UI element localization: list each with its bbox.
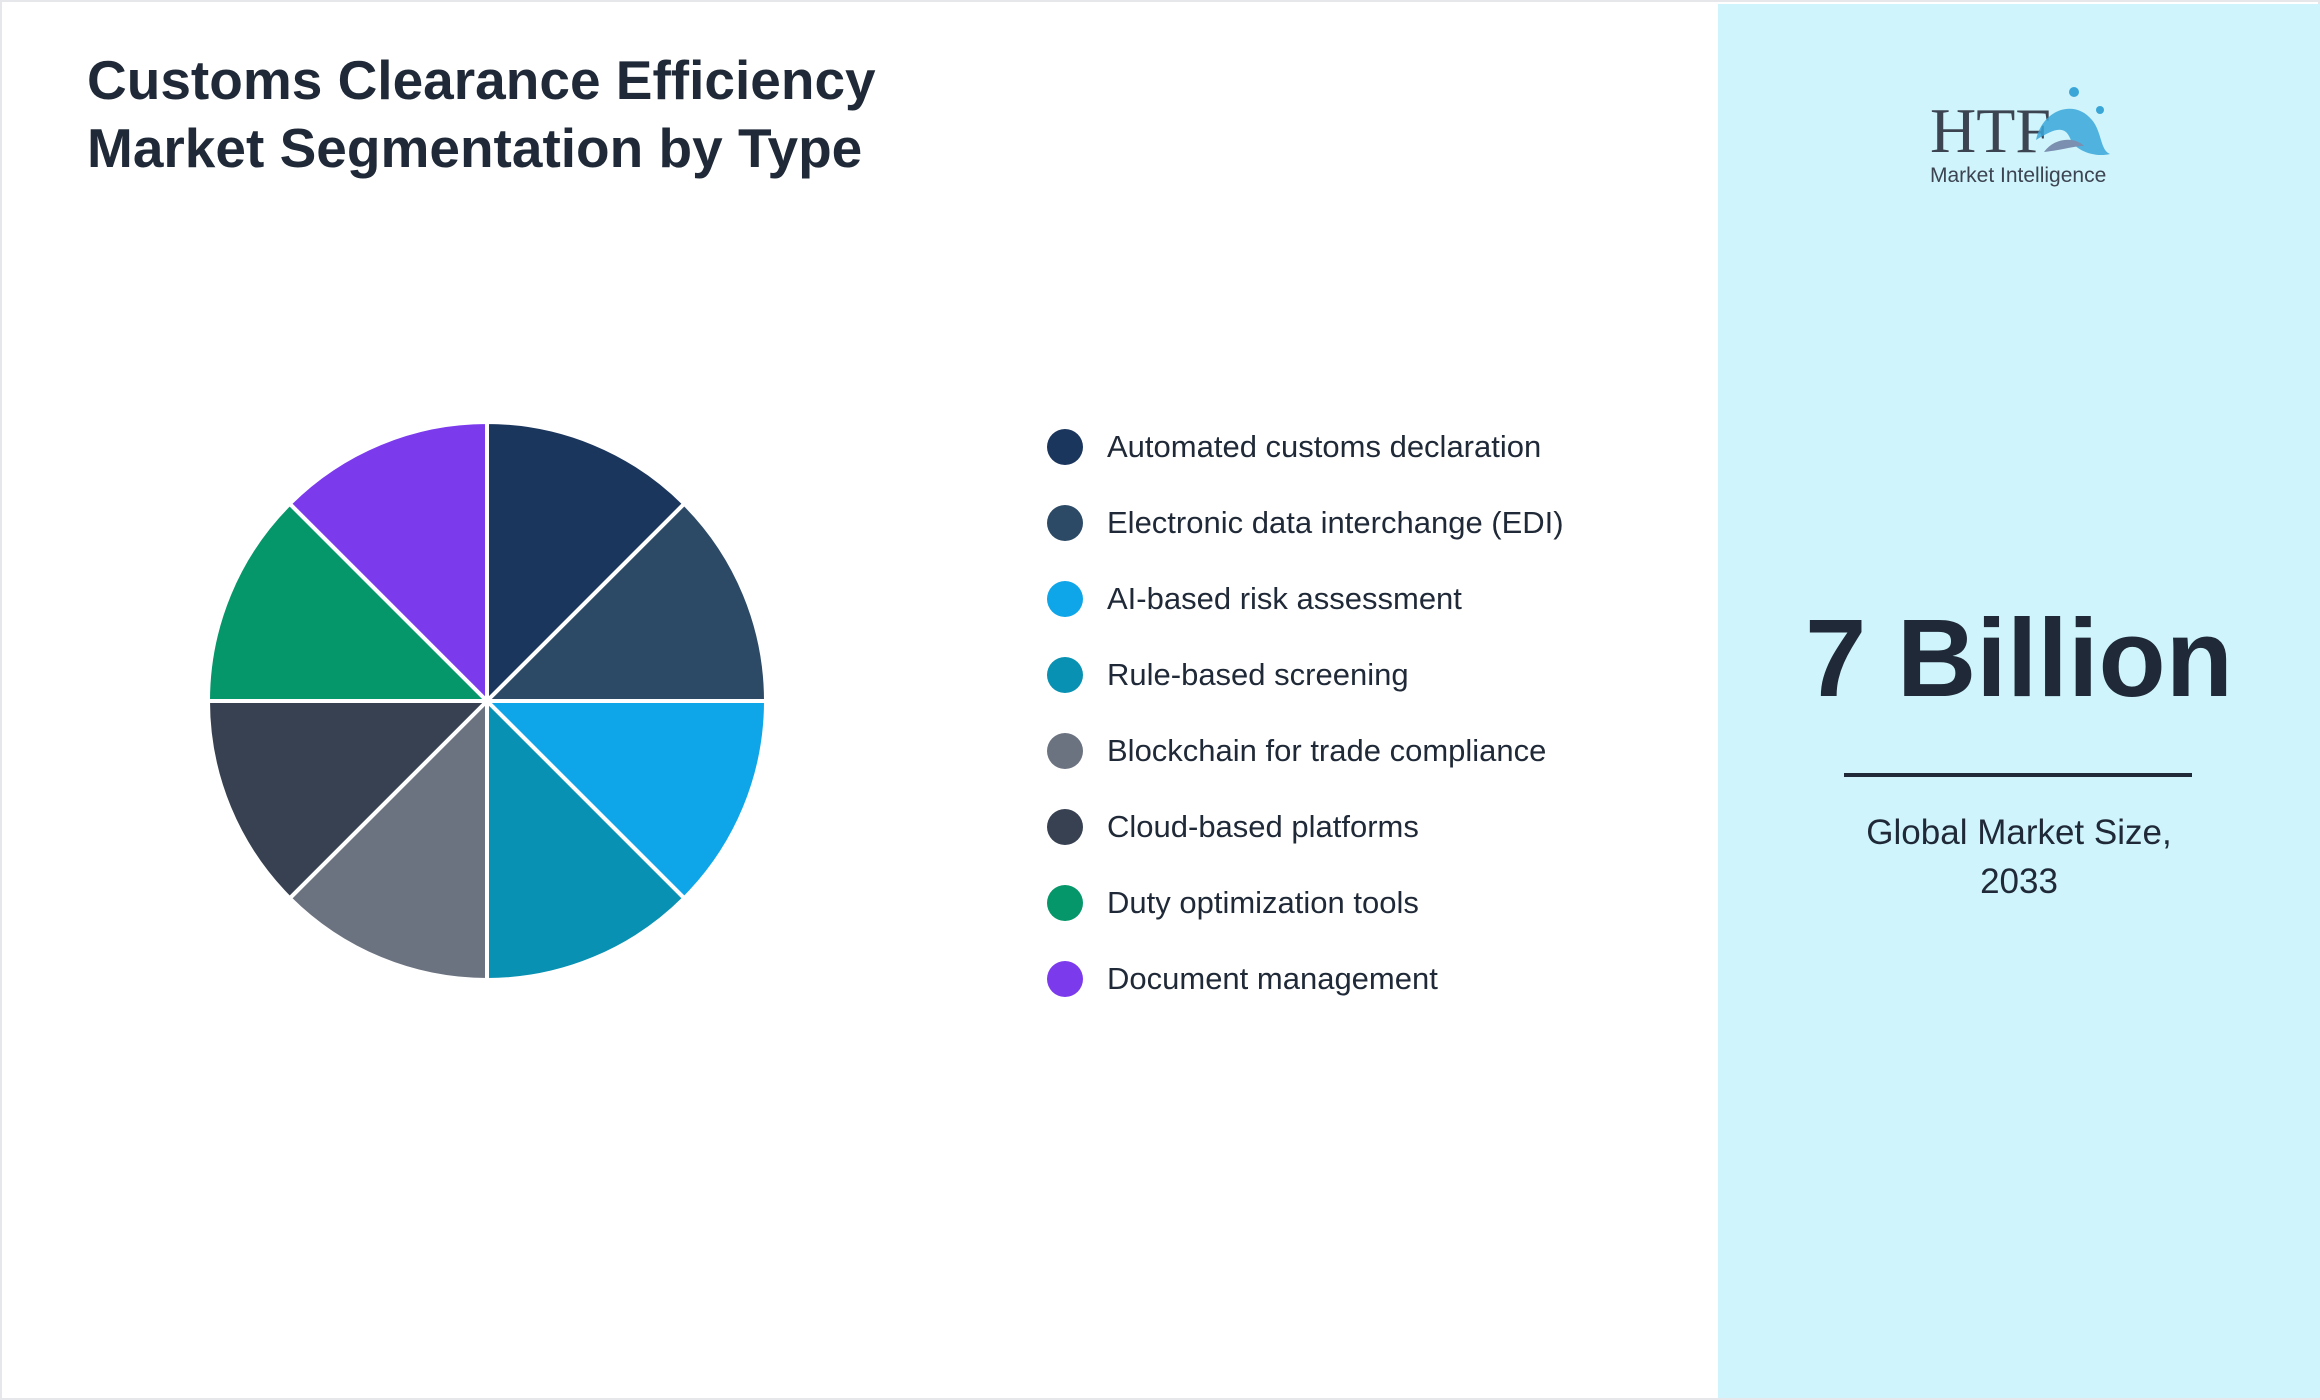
legend-item: Blockchain for trade compliance	[1047, 713, 1564, 789]
legend-label: Duty optimization tools	[1107, 885, 1419, 920]
legend-item: Cloud-based platforms	[1047, 789, 1564, 865]
logo-subtext: Market Intelligence	[1930, 164, 2106, 187]
legend-label: Rule-based screening	[1107, 657, 1409, 692]
title-line-1: Customs Clearance Efficiency	[87, 49, 876, 111]
legend-label: Document management	[1107, 961, 1438, 996]
legend-swatch	[1047, 961, 1083, 997]
legend-swatch	[1047, 809, 1083, 845]
caption-line-2: 2033	[1980, 862, 2058, 901]
legend-swatch	[1047, 429, 1083, 465]
chart-legend: Automated customs declaration Electronic …	[1047, 409, 1564, 1017]
pie-slice-5	[286, 696, 489, 983]
legend-swatch	[1047, 733, 1083, 769]
legend-swatch	[1047, 581, 1083, 617]
pie-chart	[205, 419, 769, 983]
legend-label: AI-based risk assessment	[1107, 581, 1462, 616]
page-title: Customs Clearance Efficiency Market Segm…	[87, 46, 1087, 182]
legend-item: Automated customs declaration	[1047, 409, 1564, 485]
pie-slice-3	[482, 699, 769, 902]
caption-line-1: Global Market Size,	[1866, 813, 2172, 852]
pie-slice-7	[205, 500, 492, 703]
market-size-panel: HTF Market Intelligence 7 Billion Global…	[1718, 4, 2320, 1398]
legend-item: Document management	[1047, 941, 1564, 1017]
pie-slice-1	[485, 419, 688, 706]
market-size-value: 7 Billion	[1805, 597, 2233, 720]
title-line-2: Market Segmentation by Type	[87, 117, 863, 179]
legend-label: Blockchain for trade compliance	[1107, 733, 1547, 768]
pie-slice-4	[485, 696, 688, 983]
legend-label: Cloud-based platforms	[1107, 809, 1419, 844]
divider	[1844, 773, 2192, 777]
legend-label: Electronic data interchange (EDI)	[1107, 505, 1564, 540]
legend-swatch	[1047, 505, 1083, 541]
legend-item: AI-based risk assessment	[1047, 561, 1564, 637]
legend-swatch	[1047, 657, 1083, 693]
legend-label: Automated customs declaration	[1107, 429, 1542, 464]
legend-item: Duty optimization tools	[1047, 865, 1564, 941]
pie-slice-2	[482, 500, 769, 703]
legend-item: Electronic data interchange (EDI)	[1047, 485, 1564, 561]
legend-item: Rule-based screening	[1047, 637, 1564, 713]
pie-slice-8	[286, 419, 489, 706]
pie-slice-6	[205, 699, 492, 902]
legend-swatch	[1047, 885, 1083, 921]
chart-panel: Customs Clearance Efficiency Market Segm…	[4, 4, 1718, 1398]
htf-logo: HTF Market Intelligence	[1930, 87, 2110, 187]
market-size-caption: Global Market Size, 2033	[1718, 808, 2320, 906]
logo-text: HTF	[1930, 95, 2051, 166]
